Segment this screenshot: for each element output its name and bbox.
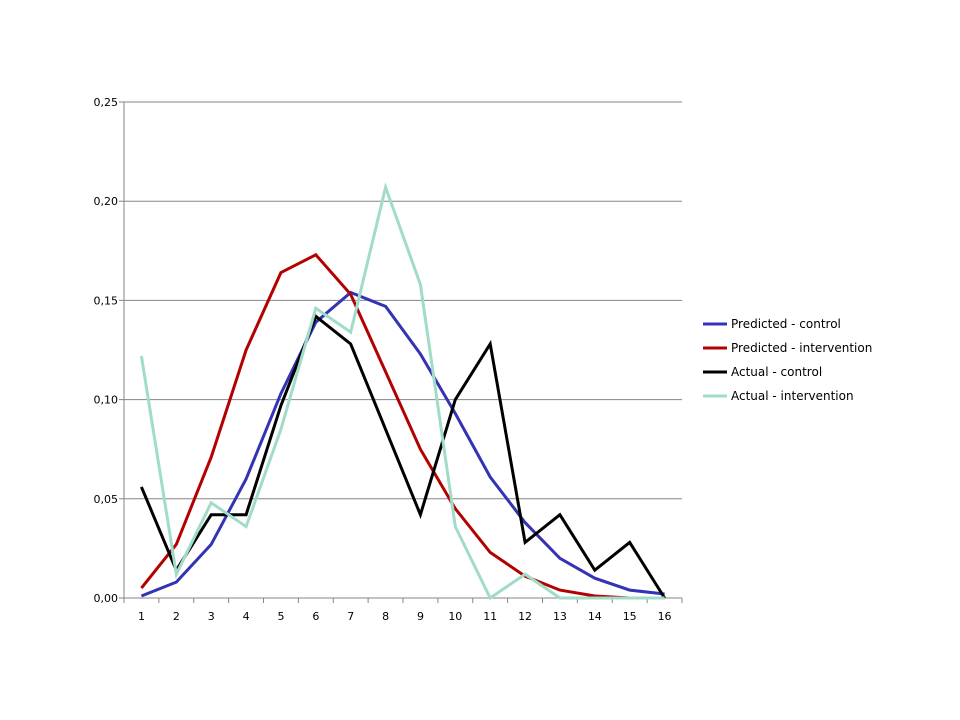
x-tick-label: 12 bbox=[518, 610, 532, 623]
legend-label: Predicted - intervention bbox=[731, 341, 872, 355]
y-tick-label: 0,20 bbox=[94, 195, 119, 208]
x-tick-label: 1 bbox=[138, 610, 145, 623]
x-tick-label: 8 bbox=[382, 610, 389, 623]
grid-layer bbox=[124, 101, 682, 500]
series-line-2 bbox=[140, 252, 665, 600]
x-tick-label: 11 bbox=[483, 610, 497, 623]
x-tick-label: 7 bbox=[347, 610, 354, 623]
x-tick-label: 3 bbox=[208, 610, 215, 623]
x-tick-label: 4 bbox=[243, 610, 250, 623]
series-layer bbox=[139, 182, 666, 601]
legend-label: Actual - intervention bbox=[731, 389, 854, 403]
axis-layer: 0,000,050,100,150,200,251 2 3 4 5 6 7 8 9 10 11 12 1… bbox=[94, 96, 683, 623]
legend-label: Predicted - control bbox=[731, 317, 841, 331]
x-tick-label: 5 bbox=[277, 610, 284, 623]
series-line-1 bbox=[140, 290, 665, 598]
series-line-4 bbox=[139, 182, 665, 601]
x-tick-label: 2 bbox=[173, 610, 180, 623]
y-tick-label: 0,00 bbox=[94, 592, 119, 605]
x-tick-label: 13 bbox=[553, 610, 567, 623]
y-tick-label: 0,25 bbox=[94, 96, 119, 109]
legend-label: Actual - control bbox=[731, 365, 822, 379]
legend: Predicted - control Predicted - intervent… bbox=[703, 317, 872, 403]
x-tick-label: 9 bbox=[417, 610, 424, 623]
x-tick-label: 14 bbox=[588, 610, 602, 623]
x-tick-label: 10 bbox=[448, 610, 462, 623]
y-tick-label: 0,15 bbox=[94, 294, 119, 307]
y-tick-label: 0,05 bbox=[94, 493, 119, 506]
x-tick-label: 6 bbox=[312, 610, 319, 623]
series-line-3 bbox=[140, 313, 666, 599]
x-tick-label: 16 bbox=[658, 610, 672, 623]
x-tick-label: 15 bbox=[623, 610, 637, 623]
y-tick-label: 0,10 bbox=[94, 394, 119, 407]
